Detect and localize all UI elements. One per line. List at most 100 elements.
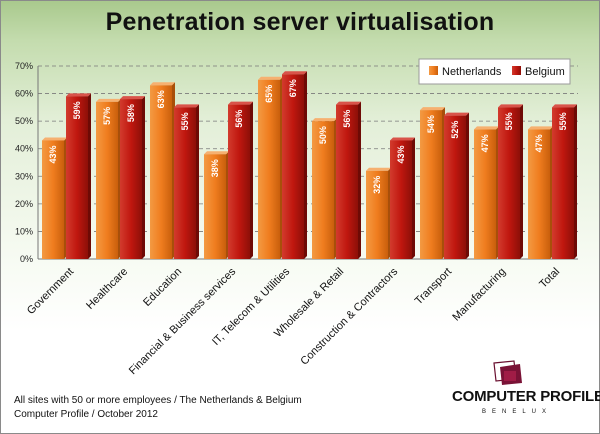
y-tick-label: 70% <box>15 61 33 71</box>
bar-top-belgium <box>444 112 469 116</box>
bar-netherlands <box>96 101 118 259</box>
bar-top-belgium <box>282 71 307 75</box>
bar-belgium <box>120 99 142 259</box>
bar-top-belgium <box>66 93 91 97</box>
data-label-belgium: 67% <box>288 79 298 97</box>
bar-belgium <box>552 107 574 259</box>
bar-side-belgium <box>412 137 415 259</box>
bar-netherlands <box>204 154 226 259</box>
y-tick-label: 10% <box>15 226 33 236</box>
bar-netherlands <box>150 85 172 259</box>
logo-name: COMPUTER PROFILE <box>452 388 600 405</box>
bar-top-netherlands <box>420 107 445 111</box>
bar-top-netherlands <box>150 82 175 86</box>
bar-netherlands <box>312 121 334 260</box>
bar-side-belgium <box>142 96 145 259</box>
logo-mark-icon <box>493 360 522 385</box>
legend-label-belgium: Belgium <box>525 66 565 78</box>
data-label-netherlands: 38% <box>210 159 220 177</box>
data-label-belgium: 43% <box>396 145 406 163</box>
bar-top-netherlands <box>96 98 121 102</box>
data-label-belgium: 59% <box>72 101 82 119</box>
x-tick-label: Manufacturing <box>450 266 508 324</box>
x-tick-label: Transport <box>413 266 454 307</box>
x-tick-label: Education <box>141 266 184 309</box>
data-label-belgium: 58% <box>126 104 136 122</box>
data-label-netherlands: 54% <box>426 115 436 133</box>
bar-netherlands <box>474 129 496 259</box>
data-label-belgium: 55% <box>558 112 568 130</box>
bar-top-belgium <box>552 104 577 108</box>
bar-top-belgium <box>498 104 523 108</box>
legend-box <box>418 58 571 85</box>
bar-side-belgium <box>574 104 577 259</box>
bar-top-belgium <box>336 101 361 105</box>
footnote-line-2: Computer Profile / October 2012 <box>14 409 158 420</box>
data-label-belgium: 56% <box>234 110 244 128</box>
bar-belgium <box>66 96 88 259</box>
x-tick-label: Government <box>25 266 76 317</box>
footnote: All sites with 50 or more employees / Th… <box>14 394 302 422</box>
x-tick-label: Construction & Contractors <box>298 265 400 367</box>
legend-swatch-netherlands <box>429 66 438 75</box>
bar-top-netherlands <box>474 126 499 130</box>
bar-belgium <box>390 140 412 259</box>
bar-belgium <box>282 74 304 260</box>
data-label-belgium: 55% <box>504 112 514 130</box>
data-label-netherlands: 47% <box>534 134 544 152</box>
data-label-netherlands: 47% <box>480 134 490 152</box>
y-tick-label: 50% <box>15 116 33 126</box>
data-label-belgium: 56% <box>342 110 352 128</box>
data-label-netherlands: 43% <box>48 145 58 163</box>
chart-title: Penetration server virtualisation <box>105 8 495 36</box>
y-tick-label: 60% <box>15 89 33 99</box>
legend-label-netherlands: Netherlands <box>442 66 502 78</box>
y-tick-label: 0% <box>20 254 33 264</box>
bar-top-netherlands <box>204 151 229 155</box>
bar-top-belgium <box>228 101 253 105</box>
bar-side-belgium <box>304 71 307 260</box>
data-label-netherlands: 57% <box>102 107 112 125</box>
bar-belgium <box>336 104 358 259</box>
bar-belgium <box>444 115 466 259</box>
data-label-netherlands: 50% <box>318 126 328 144</box>
bar-side-belgium <box>196 104 199 259</box>
bar-side-belgium <box>358 101 361 259</box>
y-tick-label: 20% <box>15 199 33 209</box>
bar-netherlands <box>366 170 388 259</box>
bar-netherlands <box>420 110 442 259</box>
bar-top-belgium <box>390 137 415 141</box>
data-label-netherlands: 63% <box>156 90 166 108</box>
bar-top-netherlands <box>42 137 67 141</box>
chart-legend: Netherlands Belgium <box>418 58 571 85</box>
x-tick-label: Healthcare <box>84 266 130 312</box>
logo-subtitle: BENELUX <box>481 409 552 415</box>
bar-top-netherlands <box>258 76 283 80</box>
data-label-netherlands: 32% <box>372 176 382 194</box>
data-label-netherlands: 65% <box>264 85 274 103</box>
legend-swatch-belgium <box>512 66 521 75</box>
computer-profile-logo: COMPUTER PROFILE BENELUX <box>452 357 600 427</box>
footnote-line-1: All sites with 50 or more employees / Th… <box>14 395 302 406</box>
bar-top-netherlands <box>366 167 391 171</box>
bar-netherlands <box>258 79 280 260</box>
bar-side-belgium <box>466 112 469 259</box>
bar-netherlands <box>528 129 550 259</box>
bar-netherlands <box>42 140 64 259</box>
x-tick-label: Financial & Business services <box>127 265 239 377</box>
bar-top-belgium <box>120 96 145 100</box>
y-tick-label: 30% <box>15 171 33 181</box>
bar-belgium <box>174 107 196 259</box>
y-tick-label: 40% <box>15 144 33 154</box>
x-tick-label: Total <box>537 266 562 291</box>
bar-side-belgium <box>88 93 91 259</box>
bar-side-belgium <box>250 101 253 259</box>
data-label-belgium: 55% <box>180 112 190 130</box>
bar-top-netherlands <box>312 118 337 122</box>
bar-belgium <box>228 104 250 259</box>
bar-top-netherlands <box>528 126 553 130</box>
data-label-belgium: 52% <box>450 121 460 139</box>
bar-top-belgium <box>174 104 199 108</box>
bar-side-belgium <box>520 104 523 259</box>
